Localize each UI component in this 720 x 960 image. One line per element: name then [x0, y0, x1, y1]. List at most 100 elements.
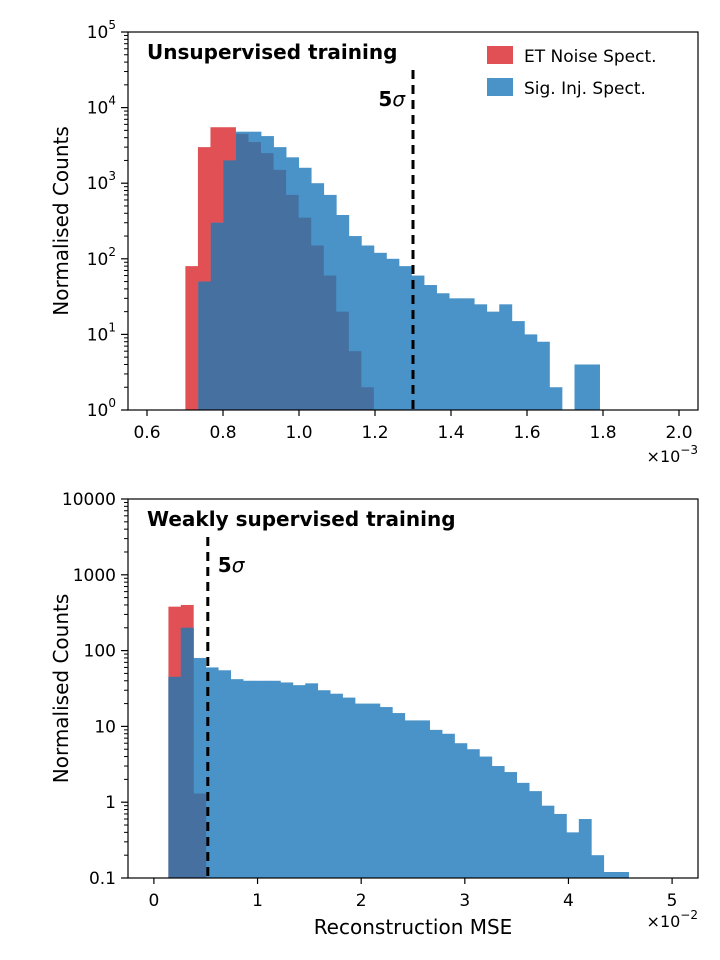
- x-tick-label: 2.0: [665, 423, 692, 443]
- signal-bar-34: [591, 855, 605, 878]
- x-axis: 0 1 2 3 4 5: [148, 878, 678, 911]
- panel-title: Weakly supervised training: [147, 507, 456, 531]
- signal-bar-26: [524, 334, 538, 410]
- x-axis-label: Reconstruction MSE: [314, 915, 513, 939]
- signal-bar-21: [429, 729, 443, 878]
- threshold-label-number: 5: [218, 553, 232, 577]
- overlap-bar-11-10: [323, 275, 337, 410]
- signal-bar-14: [373, 252, 387, 410]
- signal-bar-33: [578, 819, 592, 878]
- histogram-bars: [168, 604, 629, 878]
- overlap-bar-8-7: [286, 194, 299, 410]
- threshold-label-symbol: σ: [392, 87, 406, 111]
- y-tick-label: 102: [87, 245, 116, 270]
- signal-bar-36: [616, 872, 629, 878]
- signal-bar-9: [280, 682, 294, 878]
- x-tick-label: 1: [252, 891, 263, 911]
- plot-frame: [127, 31, 699, 411]
- signal-bar-12: [317, 690, 331, 878]
- y-tick-label: 0.1: [89, 869, 116, 889]
- y-axis: 100 101 102 103 104 105: [87, 18, 128, 421]
- overlap-bar-9-8: [298, 217, 312, 410]
- signal-bar-24: [499, 304, 513, 410]
- x-multiplier-exp: −3: [680, 443, 698, 457]
- overlap-bar-2-2: [193, 793, 207, 878]
- threshold-label: 5σ: [218, 553, 246, 577]
- x-tick-label: 2: [356, 891, 367, 911]
- threshold-label-number: 5: [378, 87, 392, 111]
- y-tick-label: 103: [87, 169, 116, 194]
- x-tick-label: 5: [667, 891, 678, 911]
- x-tick-label: 0.6: [133, 423, 160, 443]
- signal-bar-35: [603, 872, 617, 878]
- x-tick-label: 1.8: [589, 423, 616, 443]
- signal-bar-28: [516, 782, 530, 878]
- overlap-bar-1-0: [198, 281, 211, 410]
- x-axis: 0.6 0.8 1.0 1.2 1.4 1.6 1.8 2.0: [133, 410, 693, 443]
- signal-bar-4: [218, 670, 231, 878]
- overlap-bar-2-1: [210, 222, 224, 410]
- x-tick-label: 1.2: [361, 423, 388, 443]
- histogram-bars: [185, 127, 600, 410]
- threshold-label-symbol: σ: [232, 553, 246, 577]
- threshold-label: 5σ: [378, 87, 406, 111]
- signal-bar-8: [267, 680, 281, 878]
- y-tick-label: 100: [87, 396, 116, 421]
- signal-bar-25: [511, 321, 525, 410]
- x-axis-multiplier: ×10−2: [647, 908, 698, 931]
- signal-bar-31: [587, 364, 600, 410]
- signal-bar-13: [330, 693, 343, 878]
- overlap-bar-7-6: [273, 169, 287, 410]
- signal-bar-7: [255, 680, 269, 878]
- legend: ET Noise Spect. Sig. Inj. Spect.: [487, 46, 657, 99]
- panel-weakly-supervised: 0 1 2 3 4 5 0.1 1 10 100 1000 10000 Normalised Cou…: [49, 490, 699, 939]
- signal-bar-15: [354, 703, 368, 878]
- signal-bar-20: [449, 298, 463, 410]
- y-tick-label: 1000: [73, 566, 116, 586]
- signal-bar-30: [541, 805, 555, 878]
- signal-bar-22: [474, 304, 488, 410]
- y-tick-label: 10: [94, 717, 116, 737]
- signal-bar-29: [529, 791, 542, 878]
- y-tick-label: 10000: [62, 490, 116, 510]
- y-axis-label: Normalised Counts: [49, 594, 73, 784]
- signal-bar-17: [411, 275, 425, 410]
- x-multiplier-base: ×10: [647, 447, 681, 466]
- overlap-bar-4-3: [235, 133, 249, 410]
- signal-bar-24: [466, 749, 480, 878]
- signal-bar-11: [305, 683, 319, 878]
- signal-bar-23: [486, 311, 500, 410]
- overlap-bar-3-2: [223, 160, 236, 410]
- x-tick-label: 1.6: [513, 423, 540, 443]
- x-axis-multiplier: ×10−3: [647, 443, 698, 466]
- signal-bar-6: [243, 680, 256, 878]
- signal-bar-18: [392, 713, 406, 878]
- panel-title: Unsupervised training: [147, 40, 397, 64]
- signal-bar-16: [398, 266, 412, 410]
- signal-bar-27: [504, 772, 518, 878]
- signal-bar-16: [367, 703, 381, 878]
- signal-bar-31: [553, 813, 567, 878]
- signal-bar-27: [536, 341, 550, 410]
- signal-bar-21: [461, 298, 475, 410]
- overlap-bar-0-0: [168, 676, 182, 878]
- signal-bar-30: [574, 364, 588, 410]
- signal-bar-22: [442, 733, 455, 878]
- legend-swatch-signal: [487, 78, 513, 96]
- y-tick-label: 105: [87, 18, 116, 43]
- overlap-bar-13-12: [348, 351, 362, 410]
- signal-bar-19: [404, 720, 418, 878]
- y-tick-label: 104: [87, 94, 116, 119]
- y-axis: 0.1 1 10 100 1000 10000: [62, 490, 128, 889]
- panel-unsupervised: 0.6 0.8 1.0 1.2 1.4 1.6 1.8 2.0 100 101 102 103 104…: [49, 18, 699, 466]
- overlap-bar-5-4: [248, 142, 262, 410]
- y-axis-label: Normalised Counts: [49, 126, 73, 316]
- legend-swatch-noise: [487, 46, 513, 64]
- signal-bar-13: [361, 245, 375, 410]
- x-tick-label: 1.4: [437, 423, 464, 443]
- signal-bar-10: [292, 685, 306, 878]
- legend-label-signal: Sig. Inj. Spect.: [524, 79, 646, 99]
- signal-bar-14: [342, 697, 356, 878]
- y-tick-label: 1: [105, 793, 116, 813]
